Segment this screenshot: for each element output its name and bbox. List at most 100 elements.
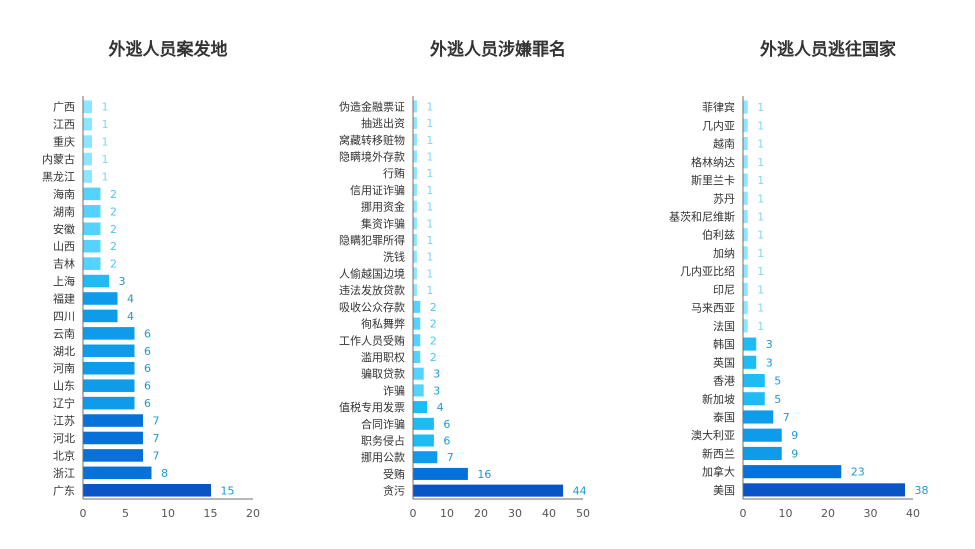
bar[interactable]	[83, 100, 93, 113]
bar[interactable]	[413, 401, 428, 414]
data-label: 1	[426, 134, 433, 147]
bar[interactable]	[743, 173, 748, 187]
bar[interactable]	[413, 133, 417, 146]
category-label: 新西兰	[702, 446, 735, 460]
bar[interactable]	[83, 170, 93, 183]
bar[interactable]	[83, 396, 135, 410]
x-tick-label: 15	[204, 507, 218, 520]
bar[interactable]	[83, 274, 110, 288]
category-label: 云南	[53, 327, 75, 340]
bar[interactable]	[413, 267, 417, 280]
bar[interactable]	[83, 414, 144, 427]
category-label: 信用证诈骗	[350, 183, 405, 197]
bar[interactable]	[743, 446, 782, 460]
bar[interactable]	[83, 361, 135, 375]
category-label: 河南	[53, 362, 75, 375]
data-label: 38	[915, 484, 929, 497]
bar[interactable]	[413, 167, 417, 180]
bar[interactable]	[83, 309, 118, 323]
bar[interactable]	[413, 117, 417, 130]
bar[interactable]	[413, 367, 424, 380]
bar[interactable]	[83, 117, 93, 131]
bar[interactable]	[413, 451, 438, 464]
x-tick-label: 10	[779, 507, 793, 520]
x-tick-label: 5	[122, 507, 129, 520]
bar[interactable]	[413, 384, 424, 397]
bar[interactable]	[743, 100, 748, 114]
bar[interactable]	[83, 135, 93, 148]
bar[interactable]	[83, 327, 135, 340]
bar[interactable]	[413, 200, 417, 213]
bar[interactable]	[743, 118, 748, 132]
data-label: 2	[110, 205, 117, 218]
bar[interactable]	[743, 228, 748, 242]
category-label: 吉林	[53, 257, 75, 271]
bar[interactable]	[743, 282, 748, 296]
bar[interactable]	[743, 392, 765, 406]
data-label: 2	[430, 334, 437, 347]
category-label: 合同诈骗	[361, 417, 405, 431]
data-label: 1	[102, 136, 109, 149]
category-label: 英国	[713, 355, 735, 369]
bar[interactable]	[413, 467, 468, 480]
bar[interactable]	[413, 100, 417, 113]
data-label: 4	[127, 310, 134, 323]
bar[interactable]	[83, 344, 135, 358]
bar[interactable]	[743, 246, 748, 260]
bar[interactable]	[83, 484, 212, 497]
category-label: 美国	[713, 484, 735, 497]
bar[interactable]	[83, 205, 101, 218]
bar[interactable]	[413, 434, 434, 447]
category-label: 挪用公款	[361, 450, 405, 464]
bar[interactable]	[743, 301, 748, 315]
bar[interactable]	[413, 217, 417, 230]
bar[interactable]	[83, 222, 101, 236]
bar[interactable]	[743, 209, 748, 224]
bar[interactable]	[83, 292, 118, 305]
bar[interactable]	[743, 355, 757, 369]
bar[interactable]	[413, 334, 421, 347]
data-label: 3	[766, 356, 773, 369]
data-label: 1	[426, 117, 433, 130]
bar[interactable]	[743, 337, 757, 351]
category-label: 职务侵占	[361, 434, 405, 448]
bar[interactable]	[413, 284, 417, 297]
bar[interactable]	[743, 319, 748, 333]
bar[interactable]	[413, 150, 417, 163]
bar[interactable]	[743, 137, 748, 151]
data-label: 1	[426, 251, 433, 264]
bar[interactable]	[743, 428, 782, 442]
bar[interactable]	[83, 152, 93, 166]
bar[interactable]	[413, 183, 417, 196]
bar[interactable]	[743, 155, 748, 169]
data-label: 5	[774, 375, 781, 388]
bar[interactable]	[83, 449, 144, 462]
category-label: 骗取贷款	[361, 367, 405, 381]
bar[interactable]	[743, 465, 842, 479]
bar[interactable]	[83, 239, 101, 253]
bar[interactable]	[413, 417, 434, 430]
bar[interactable]	[413, 350, 421, 363]
bar[interactable]	[83, 379, 135, 392]
bar[interactable]	[743, 191, 748, 205]
bar[interactable]	[413, 300, 421, 313]
data-label: 1	[426, 150, 433, 163]
bar[interactable]	[413, 234, 417, 247]
category-label: 新加坡	[702, 392, 735, 406]
bar[interactable]	[413, 484, 564, 497]
bar[interactable]	[743, 264, 748, 278]
bar[interactable]	[83, 257, 101, 270]
bar[interactable]	[413, 317, 421, 330]
bar[interactable]	[83, 431, 144, 445]
data-label: 1	[757, 265, 764, 278]
bar[interactable]	[743, 483, 906, 497]
category-label: 洗钱	[383, 250, 405, 264]
data-label: 1	[102, 170, 109, 183]
bar[interactable]	[413, 250, 417, 263]
x-tick-label: 10	[161, 507, 175, 520]
bar[interactable]	[743, 373, 765, 388]
bar[interactable]	[743, 410, 774, 424]
bar[interactable]	[83, 187, 101, 201]
bar[interactable]	[83, 466, 152, 480]
